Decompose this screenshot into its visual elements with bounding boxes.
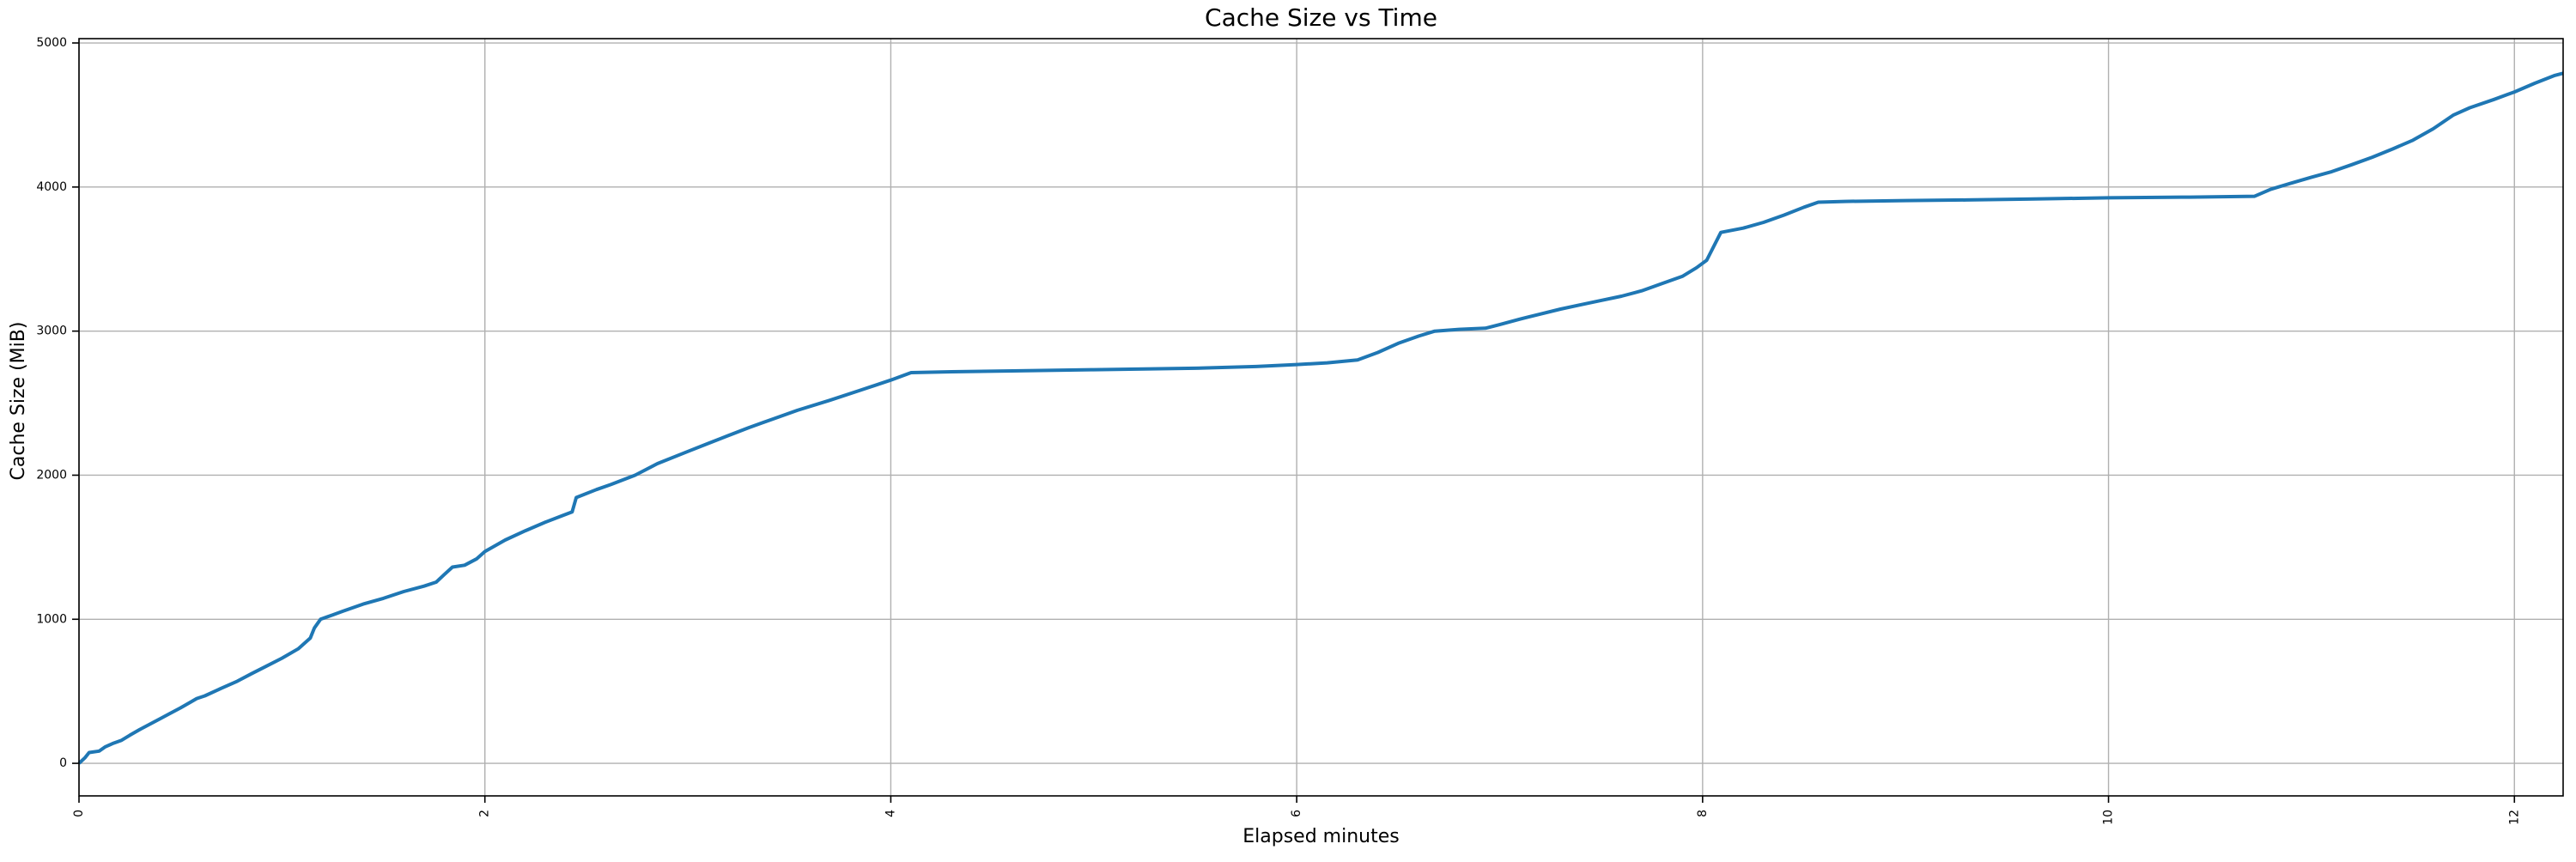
x-tick-label: 8 [1696,810,1710,817]
gridlines [78,39,2563,796]
x-tick-label: 0 [72,810,86,817]
axis-tick-marks [72,42,2516,803]
plot-border [78,38,2564,797]
y-tick-label: 2000 [36,468,67,482]
y-axis-label: Cache Size (MiB) [8,322,29,481]
x-tick-label: 2 [478,810,492,817]
x-tick-label: 12 [2507,810,2521,825]
x-tick-labels: 0 2 4 6 8 10 12 [72,810,2521,825]
cache-size-line [77,71,2564,765]
x-tick-label: 4 [884,810,897,817]
x-tick-label: 6 [1290,810,1303,817]
chart-title: Cache Size vs Time [1205,3,1437,32]
x-axis-label: Elapsed minutes [1242,826,1399,847]
x-tick-label: 10 [2102,810,2116,825]
y-tick-label: 1000 [36,612,67,626]
y-tick-label: 0 [59,756,67,770]
y-tick-label: 5000 [36,36,67,50]
y-tick-label: 3000 [36,325,67,338]
y-tick-label: 4000 [36,180,67,194]
y-tick-labels: 0 1000 2000 3000 4000 5000 [36,36,67,770]
